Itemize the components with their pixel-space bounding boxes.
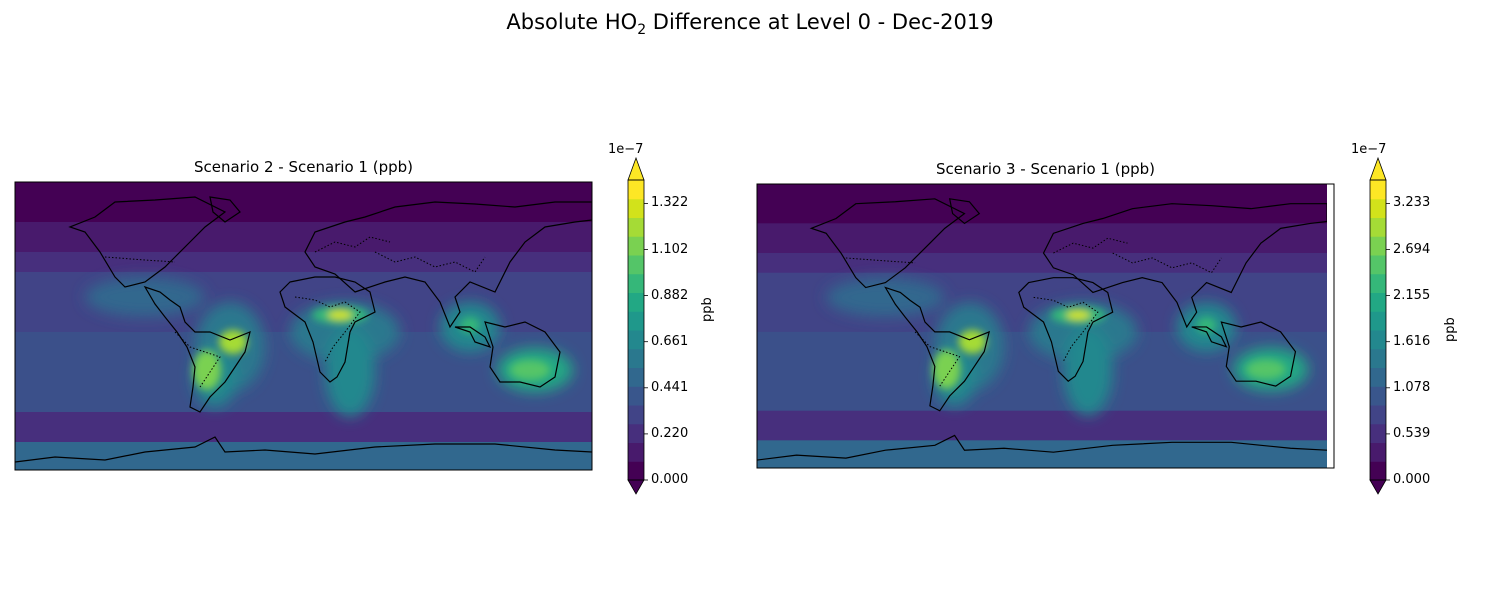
colorbar-band <box>628 423 644 443</box>
colorbar-band <box>628 180 644 200</box>
colorbar-band <box>628 348 644 368</box>
colorbar-band <box>1370 405 1386 425</box>
colorbar-band <box>1370 386 1386 406</box>
colorbar-tick-label: 0.882 <box>651 287 689 303</box>
panel-1-colorbar-multiplier: 1e−7 <box>608 142 644 157</box>
panel-2-colorbar <box>1369 156 1390 495</box>
colorbar-band <box>628 442 644 462</box>
colorbar-tick-label: 1.078 <box>1393 379 1431 395</box>
colorbar-band <box>1370 198 1386 218</box>
panel-1-colorbar <box>627 156 648 495</box>
panel-1-colorbar-label: ppb <box>700 297 715 322</box>
colorbar-band <box>628 217 644 237</box>
colorbar-band <box>628 311 644 331</box>
colorbar-tick-label: 1.616 <box>1393 333 1431 349</box>
colorbar-band <box>1370 236 1386 256</box>
colorbar-band <box>1370 348 1386 368</box>
colorbar-band <box>1370 180 1386 200</box>
colorbar-tick-label: 2.155 <box>1393 287 1431 303</box>
colorbar-band <box>1370 461 1386 481</box>
colorbar-tick-label: 2.694 <box>1393 241 1431 257</box>
colorbar-extend-max <box>1369 156 1387 181</box>
colorbar-tick-label: 0.000 <box>651 472 689 487</box>
colorbar-tick-label: 1.102 <box>651 241 689 257</box>
colorbar-band <box>1370 367 1386 387</box>
colorbar-band <box>628 330 644 350</box>
panel-2-colorbar-multiplier: 1e−7 <box>1351 142 1387 157</box>
panel-2-colorbar-label: ppb <box>1443 317 1458 342</box>
colorbar-tick-label: 0.220 <box>651 425 689 441</box>
colorbar-band <box>1370 330 1386 350</box>
colorbar-tick-label: 0.661 <box>651 333 689 349</box>
colorbar-band <box>628 292 644 312</box>
colorbar-band <box>1370 292 1386 312</box>
colorbar-extend-min <box>1369 479 1387 495</box>
colorbar-tick-label: 0.539 <box>1393 425 1431 441</box>
colorbar-band <box>628 405 644 425</box>
panel-2-title: Scenario 3 - Scenario 1 (ppb) <box>935 160 1156 178</box>
figure-title: Absolute HO2 Difference at Level 0 - Dec… <box>506 10 994 39</box>
colorbar-band <box>1370 442 1386 462</box>
panel-1-map <box>14 181 593 471</box>
colorbar-band <box>1370 423 1386 443</box>
colorbar-extend-max <box>627 156 645 181</box>
colorbar-band <box>1370 255 1386 275</box>
colorbar-band <box>628 386 644 406</box>
colorbar-tick-label: 3.233 <box>1393 195 1431 211</box>
colorbar-tick-label: 0.441 <box>651 379 689 395</box>
colorbar-band <box>628 236 644 256</box>
colorbar-band <box>628 461 644 481</box>
colorbar-band <box>628 367 644 387</box>
colorbar-tick-label: 0.000 <box>1393 472 1431 487</box>
panel-2-map <box>756 183 1335 469</box>
colorbar-band <box>628 273 644 293</box>
colorbar-band <box>628 198 644 218</box>
colorbar-band <box>1370 311 1386 331</box>
colorbar-band <box>1370 217 1386 237</box>
colorbar-tick-label: 1.322 <box>651 195 689 211</box>
colorbar-extend-min <box>627 479 645 495</box>
colorbar-band <box>1370 273 1386 293</box>
colorbar-band <box>628 255 644 275</box>
panel-1-title: Scenario 2 - Scenario 1 (ppb) <box>193 158 414 176</box>
